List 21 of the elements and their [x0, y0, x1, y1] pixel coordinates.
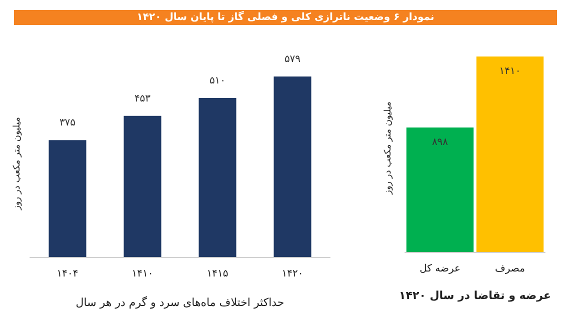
bar	[124, 116, 162, 257]
x-axis-title: عرضه و تقاضا در سال ۱۴۲۰	[399, 289, 551, 302]
data-label: ۸۹۸	[432, 136, 449, 148]
data-label: ۵۱۰	[209, 76, 226, 87]
x-tick-label: ۱۴۱۰	[132, 268, 154, 280]
x-tick-label: ۱۴۲۰	[282, 268, 304, 280]
bar	[48, 140, 86, 257]
x-tick-label: عرضه کل	[420, 264, 460, 274]
data-label: ۵۷۹	[284, 54, 301, 66]
bar	[274, 76, 312, 257]
y-axis-title: میلیون متر مکعب در روز	[384, 101, 394, 196]
data-label: ۴۵۳	[134, 93, 152, 104]
data-label: ۳۷۵	[59, 118, 76, 129]
y-axis-title: میلیون متر مکعب در روز	[12, 116, 22, 211]
bar	[198, 98, 236, 257]
x-tick-label: ۱۴۰۴	[56, 268, 78, 280]
data-label: ۱۴۱۰	[499, 66, 521, 77]
chart-title: نمودار ۶ وضعیت ناترازی کلی و فصلی گاز تا پایان سال ۱۴۲۰	[14, 10, 557, 25]
x-tick-label: مصرف	[495, 264, 525, 274]
x-tick-label: ۱۴۱۵	[206, 268, 228, 280]
x-axis-title: حداکثر اختلاف ماه‌های سرد و گرم در هر سال	[76, 296, 284, 309]
